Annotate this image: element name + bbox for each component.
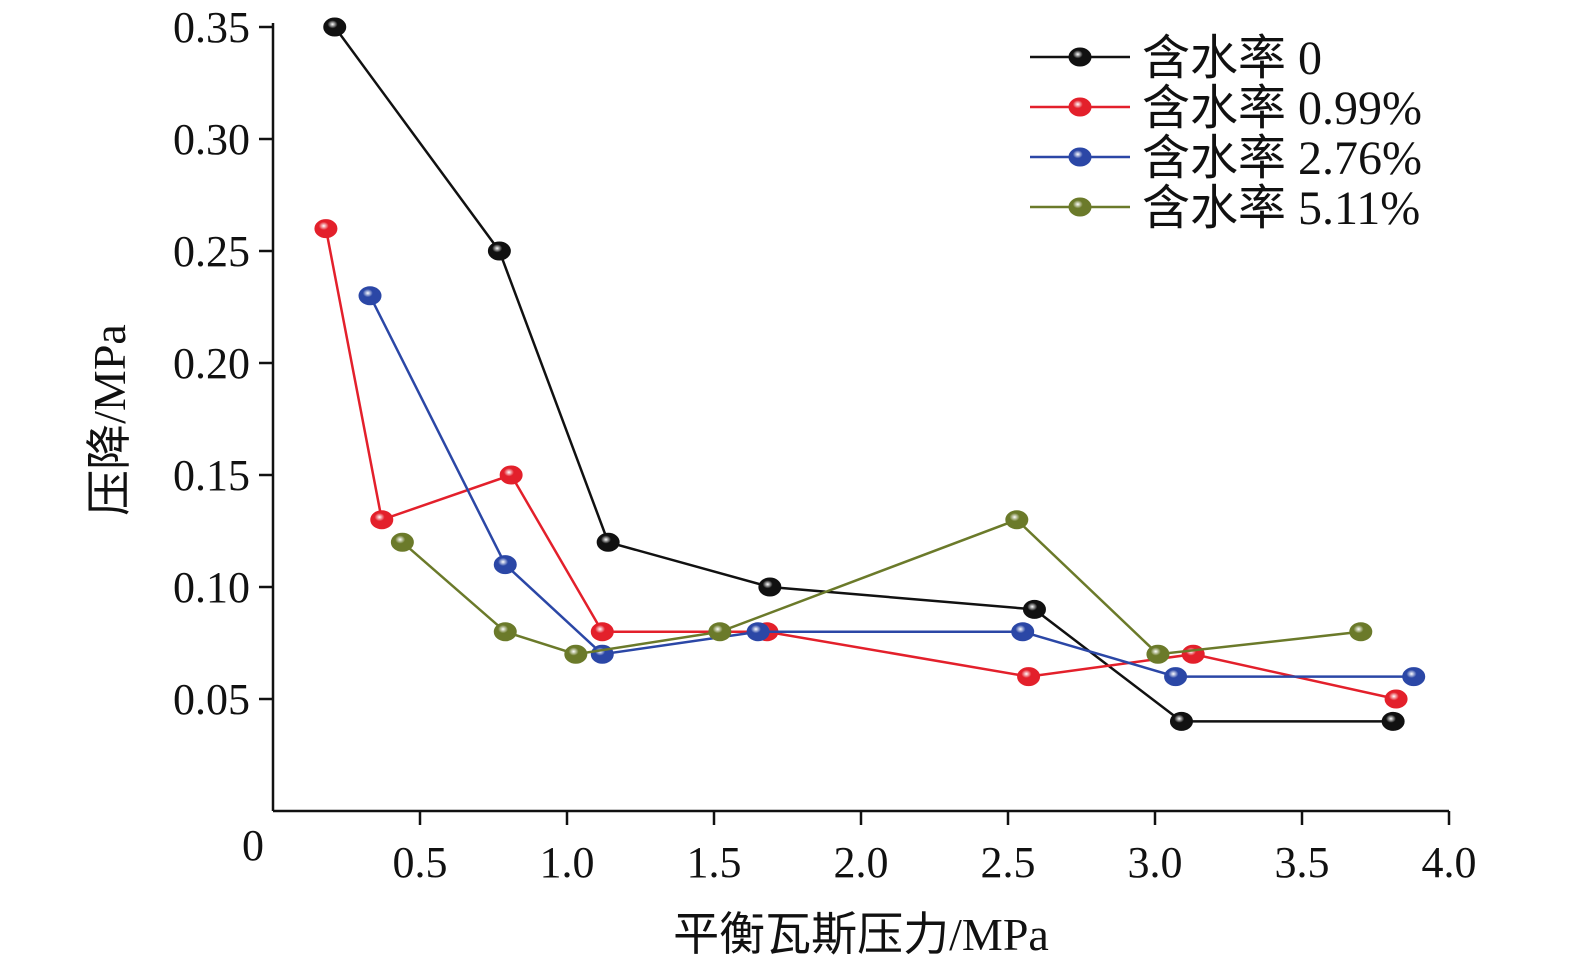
legend-item: 含水率 5.11% xyxy=(1030,182,1420,235)
legend-label: 含水率 2.76% xyxy=(1142,132,1422,185)
data-point xyxy=(1146,644,1170,664)
data-point xyxy=(487,241,511,261)
series-line xyxy=(368,295,1414,678)
series-2 xyxy=(358,286,1426,687)
x-tick-label: 2.0 xyxy=(834,838,889,887)
y-tick-label: 0.10 xyxy=(173,563,250,612)
x-tick-label: 3.5 xyxy=(1275,838,1330,887)
data-point xyxy=(746,622,770,642)
data-point xyxy=(493,622,517,642)
y-tick-label: 0.20 xyxy=(173,339,250,388)
y-tick-label: 0.25 xyxy=(173,227,250,276)
legend-label: 含水率 0.99% xyxy=(1142,82,1422,135)
series-1 xyxy=(314,219,1408,709)
data-point xyxy=(1402,667,1426,687)
data-point xyxy=(314,219,338,239)
data-point xyxy=(1164,667,1188,687)
legend-label: 含水率 5.11% xyxy=(1142,182,1420,235)
data-point xyxy=(708,622,732,642)
x-tick-label: 1.5 xyxy=(687,838,742,887)
data-point xyxy=(564,644,588,664)
x-axis-label: 平衡瓦斯压力/MPa xyxy=(673,909,1049,960)
series-0 xyxy=(323,17,1405,731)
series-line xyxy=(401,518,1361,656)
x-tick-label: 4.0 xyxy=(1422,838,1477,887)
data-point xyxy=(1017,667,1041,687)
y-tick-label: 0.30 xyxy=(173,115,250,164)
data-point xyxy=(1349,622,1373,642)
origin-label: 0 xyxy=(242,821,264,870)
data-point xyxy=(1181,644,1205,664)
legend-marker xyxy=(1068,97,1092,117)
series-3 xyxy=(390,510,1373,664)
y-tick-label: 0.15 xyxy=(173,451,250,500)
data-point xyxy=(1384,689,1408,709)
axes: 0.5 1.0 1.5 2.0 2.5 3.0 3.5 4.0 0.05 0.10 0.15 0.20… xyxy=(173,3,1477,887)
series-group xyxy=(314,17,1426,731)
data-point xyxy=(370,510,394,530)
data-point xyxy=(758,577,782,597)
legend-item: 含水率 0 xyxy=(1030,32,1322,85)
data-point xyxy=(390,532,414,552)
legend-marker xyxy=(1068,197,1092,217)
data-point xyxy=(358,286,382,306)
data-point xyxy=(596,532,620,552)
data-point xyxy=(323,17,347,37)
data-point xyxy=(1381,711,1405,731)
legend-marker xyxy=(1068,147,1092,167)
x-tick-label: 2.5 xyxy=(981,838,1036,887)
x-tick-label: 0.5 xyxy=(393,838,448,887)
legend-label: 含水率 0 xyxy=(1142,32,1322,85)
y-tick-label: 0.35 xyxy=(173,3,250,52)
data-point xyxy=(499,465,523,485)
data-point xyxy=(1169,711,1193,731)
data-point xyxy=(590,622,614,642)
data-point xyxy=(1022,599,1046,619)
y-axis-label: 压降/MPa xyxy=(84,324,135,516)
legend-marker xyxy=(1068,47,1092,67)
x-tick-label: 1.0 xyxy=(540,838,595,887)
data-point xyxy=(1005,510,1029,530)
series-line xyxy=(324,228,1397,701)
legend-item: 含水率 2.76% xyxy=(1030,132,1422,185)
legend-item: 含水率 0.99% xyxy=(1030,82,1422,135)
data-point xyxy=(493,555,517,575)
y-tick-label: 0.05 xyxy=(173,675,250,724)
data-point xyxy=(1011,622,1035,642)
x-tick-label: 3.0 xyxy=(1128,838,1183,887)
